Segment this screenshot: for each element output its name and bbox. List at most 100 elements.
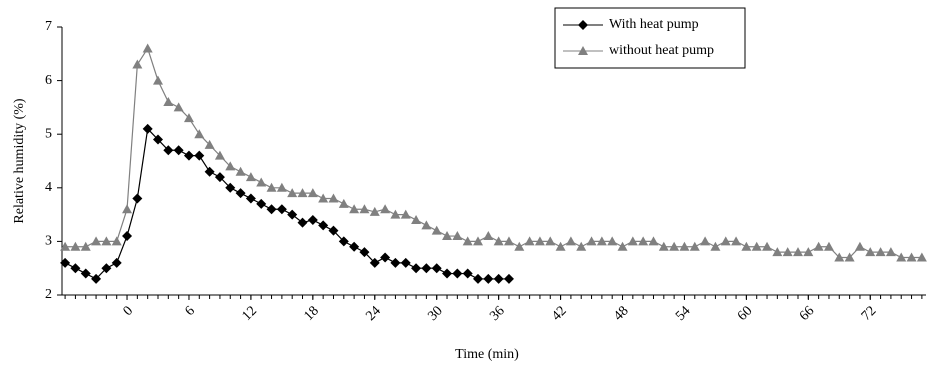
data-point (720, 236, 731, 246)
legend-box (554, 7, 746, 69)
data-point (173, 102, 184, 112)
data-point (782, 247, 793, 257)
data-point (287, 209, 298, 220)
data-point (390, 257, 401, 268)
data-point (266, 182, 277, 192)
data-point (173, 145, 184, 156)
y-axis-label: Relative humidity (%) (12, 98, 27, 224)
data-point (473, 236, 483, 246)
data-point (359, 247, 370, 258)
data-point (153, 134, 163, 145)
x-tick-label: 30 (425, 303, 446, 324)
data-point (297, 217, 308, 228)
data-point (80, 268, 91, 279)
y-tick-label: 5 (45, 126, 52, 141)
data-point (70, 263, 81, 274)
data-point (669, 241, 680, 251)
x-tick-label: 66 (797, 303, 818, 324)
data-point (276, 204, 287, 215)
x-tick-label: 42 (549, 303, 570, 324)
series-line (65, 47, 922, 259)
data-point (266, 204, 277, 215)
data-point (287, 188, 298, 198)
data-point (638, 236, 649, 246)
data-point (122, 204, 133, 214)
data-point (245, 193, 256, 204)
data-point (751, 241, 762, 251)
data-point (772, 247, 783, 257)
data-point (390, 209, 401, 219)
data-point (318, 220, 329, 231)
data-point (349, 204, 360, 214)
data-point (473, 273, 483, 284)
data-point (555, 241, 566, 251)
data-point (617, 241, 628, 251)
legend-label: With heat pump (609, 17, 699, 32)
data-point (493, 236, 504, 246)
data-point (256, 177, 267, 187)
data-point (163, 145, 174, 156)
data-point (101, 236, 112, 246)
x-tick-label: 36 (487, 303, 508, 324)
data-point (359, 204, 370, 214)
data-point (483, 231, 494, 241)
data-point (318, 193, 329, 203)
data-point (400, 257, 411, 268)
y-tick-label: 3 (45, 234, 52, 249)
data-point (132, 59, 143, 69)
data-point (225, 161, 236, 171)
data-point (214, 172, 225, 183)
data-point (431, 263, 442, 274)
data-point (803, 247, 814, 257)
data-point (586, 236, 597, 246)
data-point (493, 273, 504, 284)
data-point (80, 241, 91, 251)
data-point (111, 236, 122, 246)
data-point (607, 236, 618, 246)
data-point (194, 150, 205, 161)
y-tick-label: 6 (45, 73, 52, 88)
data-point (627, 236, 638, 246)
data-point (163, 97, 174, 107)
x-axis-label: Time (min) (455, 347, 519, 362)
data-point (710, 241, 721, 251)
data-point (514, 241, 525, 251)
data-point (741, 241, 752, 251)
x-tick-label: 0 (121, 303, 137, 319)
data-point (854, 241, 865, 251)
data-point (885, 247, 896, 257)
data-point (865, 247, 876, 257)
data-point (235, 188, 246, 199)
data-point (132, 193, 143, 204)
data-point (307, 214, 318, 225)
data-point (462, 236, 473, 246)
data-point (793, 247, 803, 257)
data-point (380, 252, 391, 263)
data-point (349, 241, 360, 252)
data-point (411, 214, 422, 224)
legend: With heat pump without heat pump (554, 7, 746, 69)
data-point (400, 209, 411, 219)
data-point (328, 225, 339, 236)
data-point (214, 150, 225, 160)
data-point (896, 252, 907, 262)
data-point (679, 241, 690, 251)
data-point (411, 263, 422, 274)
data-point (442, 268, 453, 279)
data-point (204, 139, 215, 149)
data-point (503, 236, 514, 246)
data-point (844, 252, 855, 262)
data-point (462, 268, 473, 279)
data-point (225, 182, 236, 193)
data-point (245, 172, 256, 182)
data-point (916, 252, 927, 262)
data-point (483, 273, 494, 284)
legend-marker (578, 46, 588, 55)
data-point (596, 236, 607, 246)
data-point (431, 225, 442, 235)
data-point (823, 241, 834, 251)
data-point (235, 166, 246, 176)
data-point (834, 252, 845, 262)
